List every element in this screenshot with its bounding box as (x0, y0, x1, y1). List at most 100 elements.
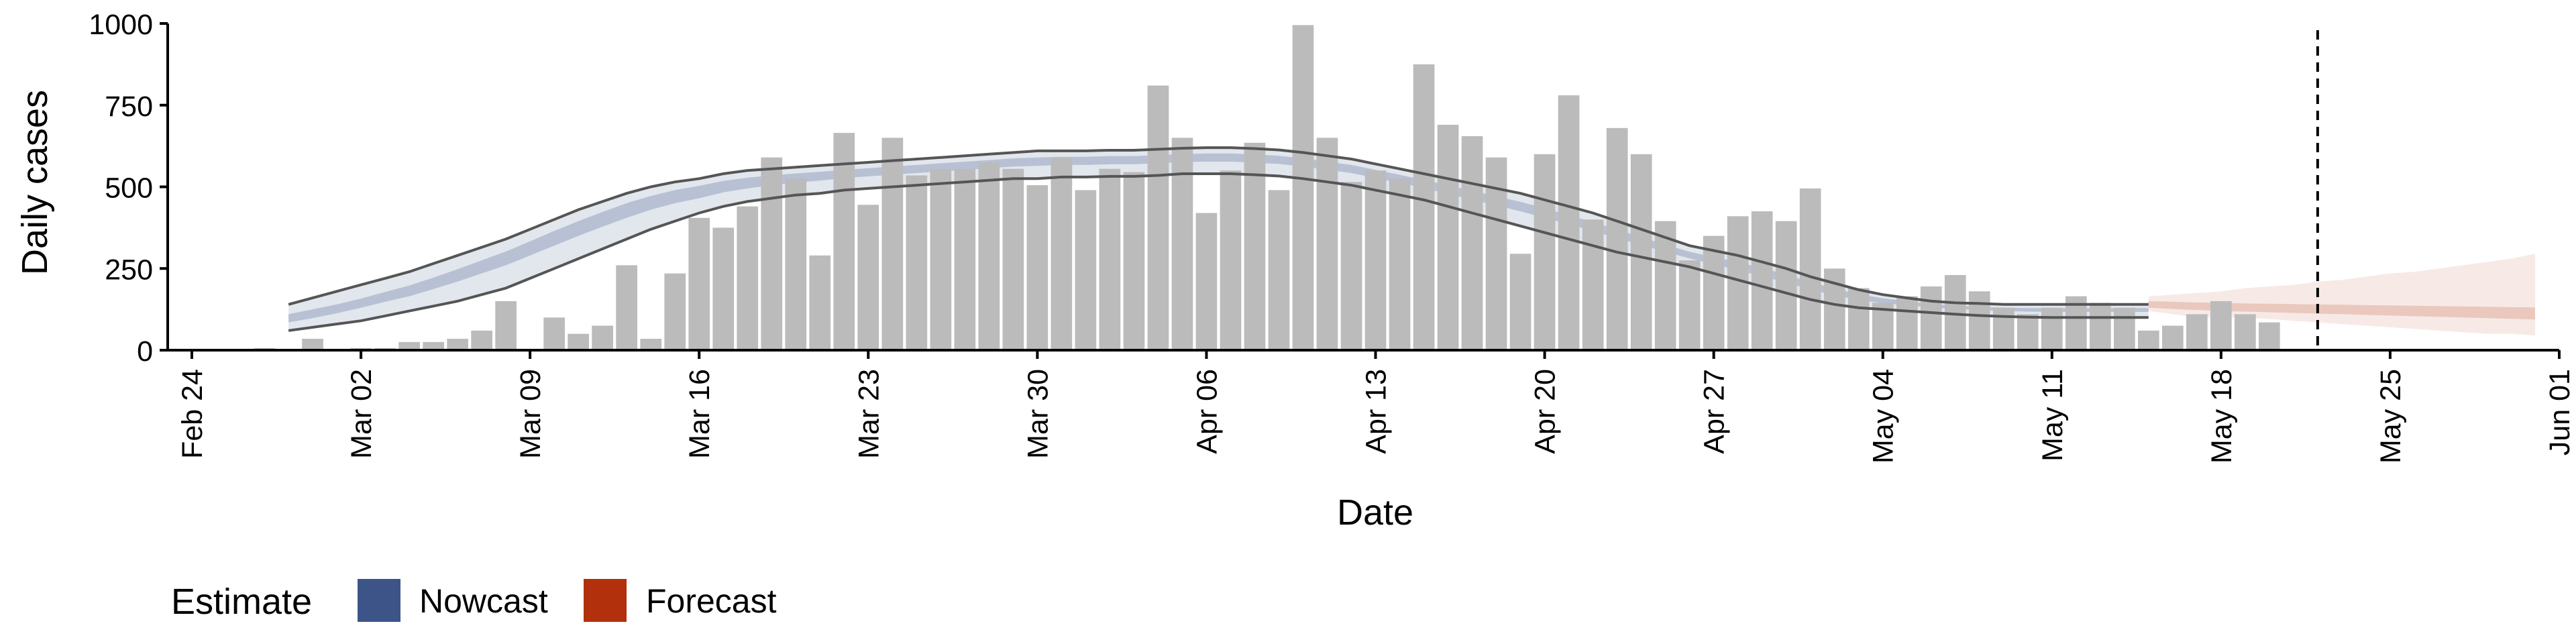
bar (2210, 301, 2232, 350)
bar (471, 330, 492, 350)
y-tick-label: 1000 (89, 9, 153, 41)
bar (2017, 314, 2039, 350)
bar (423, 341, 444, 350)
bar (1630, 154, 1652, 351)
bar (568, 333, 589, 350)
nowcast-outer-ribbon (288, 148, 2149, 331)
x-axis-title: Date (1337, 492, 1413, 533)
bar (616, 265, 637, 350)
bar (640, 339, 662, 350)
bar (930, 168, 952, 350)
nowcast-lower-line (288, 172, 2149, 332)
nowcast-inner-ribbon (288, 153, 2149, 323)
bar (1437, 125, 1459, 350)
bar (737, 206, 759, 350)
bar (1364, 170, 1387, 350)
bar (1099, 168, 1121, 350)
x-tick-label: May 11 (2037, 369, 2069, 462)
bar (664, 273, 686, 350)
bar (954, 168, 976, 350)
bar (1292, 25, 1314, 351)
forecast-inner-ribbon (2148, 301, 2535, 320)
bar (302, 339, 323, 350)
bar-layer (254, 25, 2280, 351)
bar (712, 227, 735, 350)
bar (495, 301, 517, 350)
bar (1606, 127, 1628, 351)
legend-title: Estimate (171, 582, 312, 622)
bar (1847, 288, 1870, 350)
bar (543, 317, 565, 350)
bar (1775, 221, 1797, 350)
bar (1992, 307, 2015, 350)
legend-label-forecast: Forecast (646, 582, 777, 620)
bar (833, 133, 855, 350)
legend: Estimate Nowcast Forecast (171, 579, 777, 622)
bar (906, 175, 928, 350)
bar (1171, 138, 1193, 350)
bar (688, 217, 710, 350)
x-tick-label: May 25 (2375, 369, 2407, 464)
y-tick-label: 0 (137, 335, 153, 368)
x-tick-label: Mar 09 (515, 369, 547, 459)
bar (1123, 172, 1145, 350)
axes-layer: 0 250 500 750 1000 Feb 24 Mar 02 Mar 09 Mar 16 Ma… (89, 9, 2576, 464)
nowcast-upper-line (288, 146, 2149, 306)
y-tick-label: 750 (105, 91, 153, 123)
x-tick-label: Feb 24 (176, 369, 209, 459)
legend-swatch-forecast (584, 579, 627, 622)
x-tick-label: Apr 13 (1360, 369, 1393, 454)
x-tick-label: Apr 20 (1529, 369, 1562, 454)
bar (1244, 142, 1266, 351)
bar (2138, 330, 2159, 350)
bar (978, 162, 1000, 350)
bar (1461, 136, 1483, 350)
bar (1268, 190, 1290, 350)
bar (1534, 154, 1556, 351)
bar (2259, 322, 2280, 350)
bar (1896, 296, 1918, 350)
bar (1340, 182, 1362, 350)
bar (1147, 85, 1169, 350)
y-axis-title: Daily cases (15, 90, 55, 275)
bar (2090, 303, 2111, 350)
bar (857, 205, 879, 350)
bar (1026, 185, 1049, 350)
bar (2041, 307, 2063, 350)
bar (881, 138, 904, 350)
y-tick-label: 250 (105, 254, 153, 286)
bar (2114, 307, 2135, 350)
bar (592, 325, 613, 350)
bar (785, 178, 807, 350)
x-tick-label: Jun 01 (2544, 369, 2576, 455)
x-tick-label: May 04 (1868, 369, 1900, 464)
bar (1920, 286, 1942, 350)
x-tick-label: Mar 02 (345, 369, 378, 459)
bar (1389, 178, 1411, 350)
bar (761, 157, 783, 350)
line-layer (288, 30, 2319, 350)
bar (1075, 190, 1097, 350)
bar (1558, 95, 1580, 350)
x-tick-label: Mar 23 (853, 369, 885, 459)
bar (1968, 291, 1990, 350)
y-tick-label: 500 (105, 172, 153, 205)
bar (398, 341, 420, 350)
bar (1002, 168, 1024, 350)
x-tick-label: Apr 27 (1699, 369, 1731, 454)
x-tick-label: Mar 16 (684, 369, 716, 459)
x-tick-label: Apr 06 (1191, 369, 1223, 454)
bar (1678, 260, 1701, 350)
bar (1751, 211, 1773, 350)
bar (2186, 314, 2208, 350)
bar (809, 255, 831, 350)
legend-swatch-nowcast (358, 579, 400, 622)
bar (1051, 157, 1073, 350)
bar (2162, 325, 2184, 350)
x-tick-label: May 18 (2206, 369, 2238, 464)
bar (2235, 314, 2256, 350)
legend-label-nowcast: Nowcast (419, 582, 548, 620)
bar (1195, 213, 1218, 350)
bar (1703, 235, 1725, 350)
